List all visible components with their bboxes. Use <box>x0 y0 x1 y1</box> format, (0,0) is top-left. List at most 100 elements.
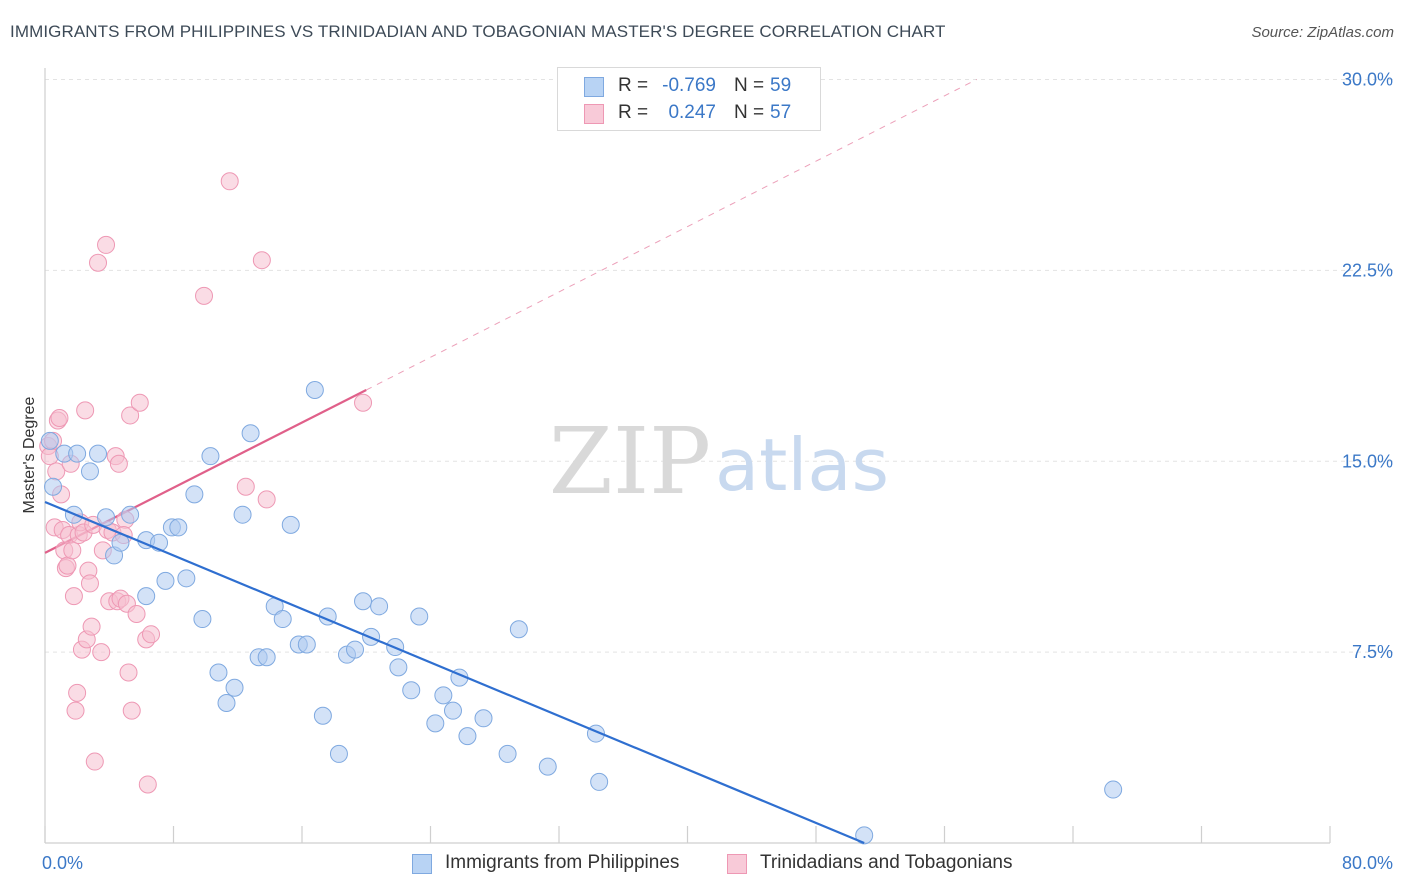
data-point-philippines <box>297 635 316 654</box>
data-point-philippines <box>538 757 557 776</box>
y-tick-label: 30.0% <box>1342 70 1393 90</box>
data-point-trinidadians <box>119 663 138 682</box>
data-point-philippines <box>89 444 108 463</box>
data-point-trinidadians <box>76 401 95 420</box>
data-point-trinidadians <box>138 775 157 794</box>
data-point-trinidadians <box>130 393 149 412</box>
legend-swatch-pink <box>584 104 604 124</box>
data-point-philippines <box>346 640 365 659</box>
data-point-philippines <box>97 508 116 527</box>
data-point-philippines <box>313 706 332 725</box>
watermark: ZIP atlas <box>549 408 889 515</box>
data-point-philippines <box>177 569 196 588</box>
data-point-trinidadians <box>236 477 255 496</box>
data-point-trinidadians <box>58 556 77 575</box>
legend-r-value: 0.247 <box>668 102 716 123</box>
data-point-trinidadians <box>142 625 161 644</box>
data-point-philippines <box>354 592 373 611</box>
data-point-philippines <box>389 658 408 677</box>
legend-r-value: -0.769 <box>662 75 716 96</box>
data-point-philippines <box>80 462 99 481</box>
data-point-trinidadians <box>122 701 141 720</box>
data-point-trinidadians <box>80 574 99 593</box>
data-point-philippines <box>156 571 175 590</box>
data-point-philippines <box>121 505 140 524</box>
data-point-philippines <box>370 597 389 616</box>
data-point-philippines <box>305 380 324 399</box>
data-point-philippines <box>217 694 236 713</box>
data-point-philippines <box>241 424 260 443</box>
data-point-philippines <box>225 678 244 697</box>
source-note: Source: ZipAtlas.com <box>1251 24 1394 41</box>
data-point-trinidadians <box>252 251 271 270</box>
data-point-philippines <box>1104 780 1123 799</box>
data-point-philippines <box>273 610 292 629</box>
data-point-philippines <box>169 518 188 537</box>
tick-labels: 7.5% 15.0% 22.5% 30.0% 0.0% 80.0% <box>42 70 1393 874</box>
data-point-philippines <box>498 744 517 763</box>
data-point-trinidadians <box>50 408 69 427</box>
x-tick-label: 80.0% <box>1342 853 1393 873</box>
data-point-philippines <box>509 620 528 639</box>
data-point-trinidadians <box>66 701 85 720</box>
legend-n-label: N = <box>734 75 765 96</box>
grid-lines <box>45 79 1395 653</box>
data-point-trinidadians <box>92 643 111 662</box>
data-point-trinidadians <box>63 541 82 560</box>
data-point-philippines <box>329 744 348 763</box>
data-point-philippines <box>434 686 453 705</box>
data-point-trinidadians <box>68 683 87 702</box>
data-point-philippines <box>233 505 252 524</box>
data-point-philippines <box>410 607 429 626</box>
bottom-legend-swatch-blue <box>412 854 432 874</box>
data-point-philippines <box>193 610 212 629</box>
data-point-philippines <box>68 444 87 463</box>
legend-r-label: R = <box>618 102 649 123</box>
data-point-philippines <box>402 681 421 700</box>
data-point-philippines <box>40 431 59 450</box>
bottom-legend-swatch-pink <box>727 854 747 874</box>
data-point-philippines <box>281 515 300 534</box>
bottom-legend: Immigrants from Philippines Trinidadians… <box>0 852 1406 878</box>
data-point-trinidadians <box>257 490 276 509</box>
trend-lines-blue <box>44 500 865 845</box>
data-point-trinidadians <box>82 617 101 636</box>
data-point-trinidadians <box>127 604 146 623</box>
legend-n-value: 59 <box>770 75 792 96</box>
data-point-philippines <box>426 714 445 733</box>
data-point-philippines <box>201 447 220 466</box>
data-point-trinidadians <box>85 752 104 771</box>
data-point-philippines <box>443 701 462 720</box>
x-tick-label: 0.0% <box>42 853 83 873</box>
data-point-trinidadians <box>121 406 140 425</box>
data-point-trinidadians <box>64 587 83 606</box>
data-point-trinidadians <box>354 393 373 412</box>
chart-title: IMMIGRANTS FROM PHILIPPINES VS TRINIDADI… <box>10 22 946 41</box>
legend-n-label: N = <box>734 102 765 123</box>
data-point-trinidadians <box>195 286 214 305</box>
y-tick-label: 22.5% <box>1342 260 1393 280</box>
legend-swatch-blue <box>584 77 604 97</box>
data-point-philippines <box>185 485 204 504</box>
data-point-philippines <box>590 772 609 791</box>
data-point-philippines <box>458 727 477 746</box>
trend-line-philippines <box>44 500 865 845</box>
y-tick-label: 15.0% <box>1342 451 1393 471</box>
points-trinidadians <box>39 172 373 794</box>
legend-row-trinidadians: R = 0.247 N = 57 <box>558 101 820 127</box>
points-philippines <box>40 380 1123 845</box>
bottom-legend-label: Trinidadians and Tobagonians <box>760 852 1013 873</box>
data-point-philippines <box>137 587 156 606</box>
data-point-philippines <box>257 648 276 667</box>
y-tick-label: 7.5% <box>1352 642 1393 662</box>
y-axis-label: Master's Degree <box>21 396 38 513</box>
legend: R = -0.769 N = 59 R = 0.247 N = 57 <box>557 67 821 131</box>
bottom-legend-label: Immigrants from Philippines <box>445 852 680 873</box>
legend-row-philippines: R = -0.769 N = 59 <box>558 74 820 100</box>
data-point-trinidadians <box>89 253 108 272</box>
data-point-philippines <box>209 663 228 682</box>
data-point-philippines <box>474 709 493 728</box>
watermark-atlas: atlas <box>715 423 889 507</box>
legend-n-value: 57 <box>770 102 792 123</box>
